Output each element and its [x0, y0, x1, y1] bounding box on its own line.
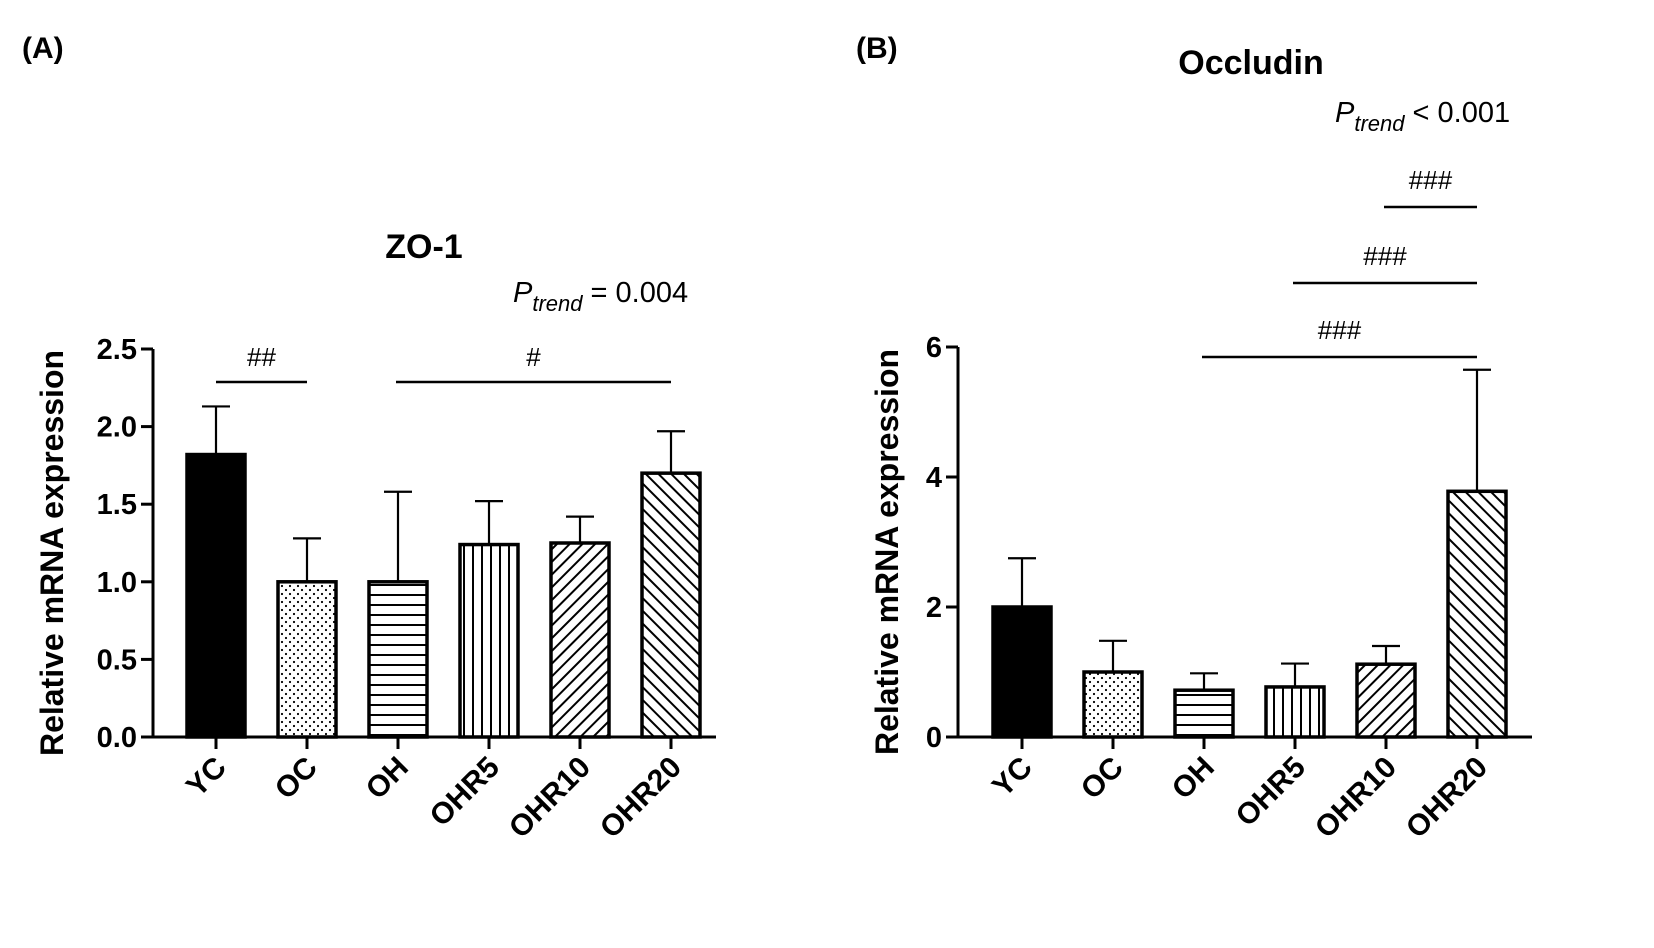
bar-ohr10 [549, 541, 611, 739]
significance-label: ### [1409, 165, 1453, 195]
bar-oh [367, 580, 429, 739]
y-tick-label: 4 [926, 462, 942, 494]
category-label: OHR20 [1400, 751, 1494, 845]
panel-label: (A) [22, 32, 64, 65]
category-label: YC [180, 751, 233, 804]
bar-oc [1082, 670, 1144, 739]
y-tick-label: 0 [926, 722, 942, 754]
category-label: OHR10 [1309, 751, 1403, 845]
bar-yc [991, 605, 1053, 739]
category-label: OHR10 [503, 751, 597, 845]
y-tick-label: 1.0 [97, 567, 137, 599]
category-label: OHR5 [424, 751, 506, 833]
p-trend-value: < 0.001 [1405, 97, 1511, 129]
p-trend-subscript: trend [1354, 111, 1405, 136]
category-label: OHR20 [594, 751, 688, 845]
significance-label: # [526, 342, 541, 372]
p-trend-label: Ptrend = 0.004 [513, 277, 688, 316]
bar-ohr5 [458, 542, 520, 739]
y-tick-label: 2 [926, 592, 942, 624]
p-trend-value: = 0.004 [583, 277, 689, 309]
p-trend-label: Ptrend < 0.001 [1335, 97, 1510, 136]
chart-panel-zo1: (A) ZO-1 Ptrend = 0.004 Relative mRNA expre… [22, 32, 716, 845]
p-trend-p: P [1335, 97, 1355, 129]
chart-title: Occludin [1178, 44, 1323, 82]
bar-ohr20 [1446, 489, 1508, 739]
y-tick-label: 2.0 [97, 412, 137, 444]
p-trend-subscript: trend [532, 291, 583, 316]
y-tick-label: 0.0 [97, 722, 137, 754]
y-axis-label: Relative mRNA expression [34, 350, 70, 756]
significance-label: ### [1363, 241, 1407, 271]
significance-label: ## [247, 342, 276, 372]
significance-label: ### [1318, 315, 1362, 345]
chart-title: ZO-1 [385, 228, 462, 266]
y-tick-label: 1.5 [97, 489, 137, 521]
category-label: OHR5 [1230, 751, 1312, 833]
p-trend-p: P [513, 277, 533, 309]
category-label: OC [269, 751, 324, 806]
bar-oc [276, 580, 338, 739]
category-label: OC [1075, 751, 1130, 806]
y-tick-label: 2.5 [97, 334, 137, 366]
bar-ohr10 [1355, 662, 1417, 739]
category-label: YC [986, 751, 1039, 804]
category-label: OH [360, 751, 415, 806]
y-tick-label: 6 [926, 332, 942, 364]
category-label: OH [1166, 751, 1221, 806]
y-tick-label: 0.5 [97, 644, 137, 676]
bar-yc [185, 452, 247, 739]
bar-oh [1173, 688, 1235, 739]
y-axis-label: Relative mRNA expression [869, 349, 905, 755]
bar-ohr20 [640, 471, 702, 739]
bar-ohr5 [1264, 685, 1326, 739]
chart-panel-occludin: (B) Occludin Ptrend < 0.001 Relative mRNA e… [856, 32, 1532, 845]
panel-label: (B) [856, 32, 898, 65]
